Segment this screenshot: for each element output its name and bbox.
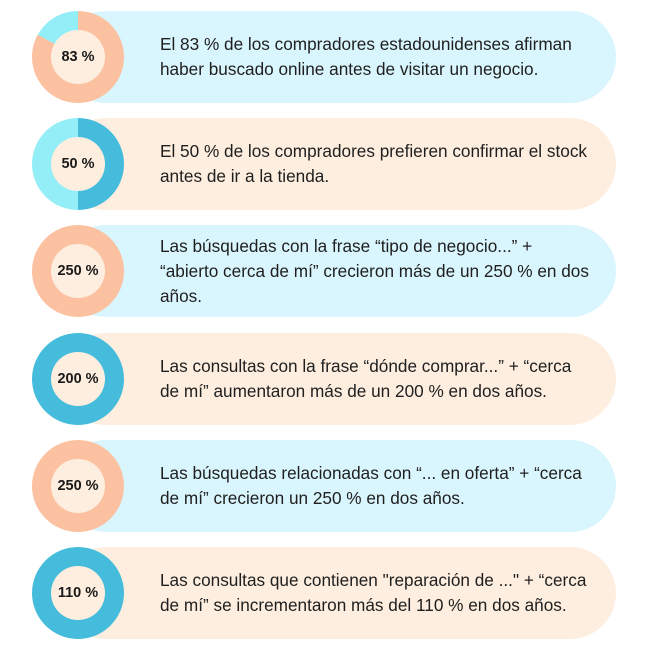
donut-chart-icon: 200 % <box>32 333 124 425</box>
donut-chart-icon: 250 % <box>32 440 124 532</box>
percent-label: 250 % <box>57 263 99 279</box>
stat-description: Las búsquedas con la frase “tipo de nego… <box>160 235 589 306</box>
stat-card: Las búsquedas con la frase “tipo de nego… <box>60 225 616 317</box>
stat-row: Las consultas con la frase “dónde compra… <box>0 333 650 425</box>
percent-label: 200 % <box>57 371 99 387</box>
donut-chart-icon: 83 % <box>32 11 124 103</box>
stat-row: El 50 % de los compradores prefieren con… <box>0 118 650 210</box>
percent-label: 83 % <box>61 49 95 65</box>
stat-description: Las consultas que contienen "reparación … <box>160 570 587 615</box>
donut-center: 83 % <box>51 30 105 84</box>
stat-row: Las búsquedas relacionadas con “... en o… <box>0 440 650 532</box>
donut-center: 200 % <box>51 352 105 406</box>
stat-card: El 83 % de los compradores estadounidens… <box>60 11 616 103</box>
stat-row: Las búsquedas con la frase “tipo de nego… <box>0 225 650 317</box>
donut-center: 250 % <box>51 244 105 298</box>
donut-chart-icon: 250 % <box>32 225 124 317</box>
stat-description: El 83 % de los compradores estadounidens… <box>160 34 572 79</box>
stat-description: Las consultas con la frase “dónde compra… <box>160 356 572 401</box>
stat-row: Las consultas que contienen "reparación … <box>0 547 650 639</box>
stat-card: Las consultas con la frase “dónde compra… <box>60 333 616 425</box>
stat-description: El 50 % de los compradores prefieren con… <box>160 141 588 186</box>
percent-label: 250 % <box>57 478 99 494</box>
stat-card: El 50 % de los compradores prefieren con… <box>60 118 616 210</box>
stat-row: El 83 % de los compradores estadounidens… <box>0 11 650 103</box>
stat-card: Las consultas que contienen "reparación … <box>60 547 616 639</box>
donut-center: 110 % <box>51 566 105 620</box>
percent-label: 110 % <box>57 585 99 601</box>
donut-center: 50 % <box>51 137 105 191</box>
stat-description: Las búsquedas relacionadas con “... en o… <box>160 463 582 508</box>
donut-center: 250 % <box>51 459 105 513</box>
percent-label: 50 % <box>61 156 95 172</box>
donut-chart-icon: 50 % <box>32 118 124 210</box>
stat-card: Las búsquedas relacionadas con “... en o… <box>60 440 616 532</box>
donut-chart-icon: 110 % <box>32 547 124 639</box>
